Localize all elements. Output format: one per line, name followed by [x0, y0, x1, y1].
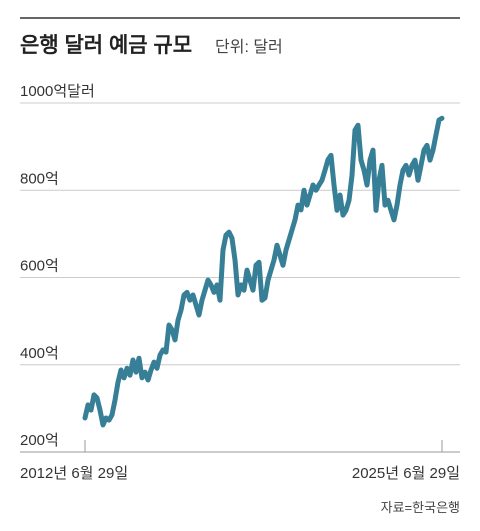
x-tick-label: 2012년 6월 29일 — [20, 465, 128, 482]
y-tick-label: 400억 — [20, 345, 59, 362]
x-tick-label: 2025년 6월 29일 — [352, 465, 460, 482]
y-tick-label: 200억 — [20, 432, 59, 449]
y-tick-label: 800억 — [20, 170, 59, 187]
y-tick-label: 600억 — [20, 258, 59, 275]
y-tick-label: 1000억달러 — [20, 83, 95, 100]
source: 자료=한국은행 — [381, 500, 460, 515]
chart-title: 은행 달러 예금 규모 — [20, 34, 192, 57]
data-line — [82, 115, 445, 428]
chart-subtitle: 단위: 달러 — [215, 38, 283, 56]
